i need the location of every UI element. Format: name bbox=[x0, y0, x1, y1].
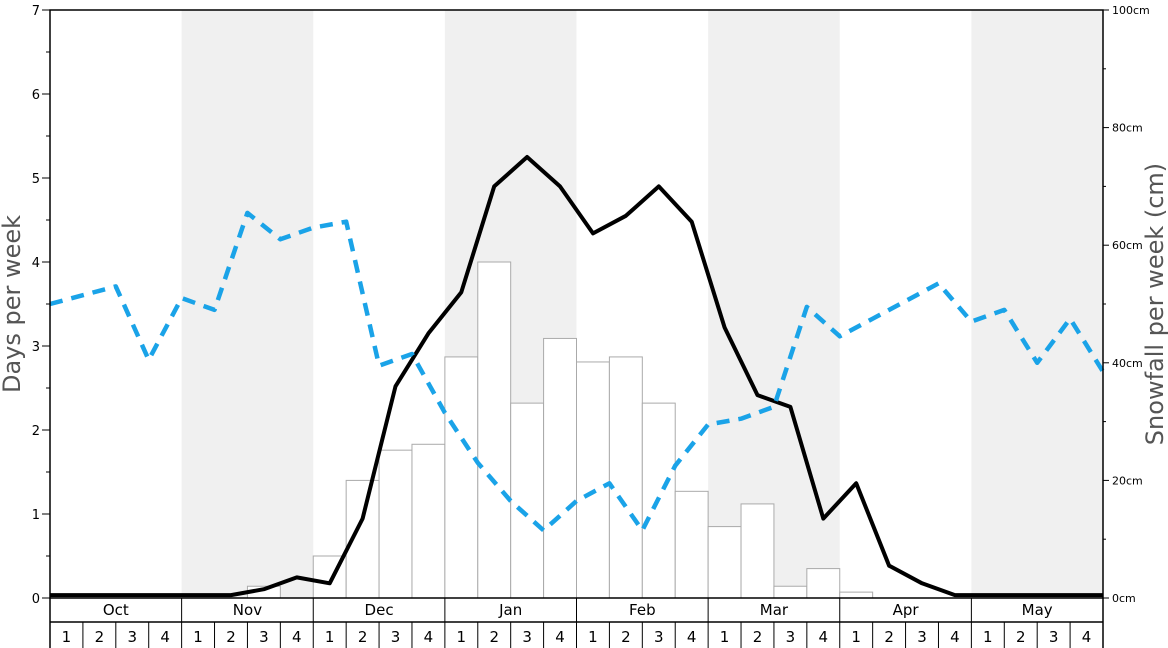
snowfall-bar bbox=[839, 591, 874, 599]
week-label: 3 bbox=[786, 628, 796, 646]
y-axis-label: Days per week bbox=[0, 215, 26, 393]
left-tick-label: 2 bbox=[32, 424, 40, 439]
left-tick-label: 7 bbox=[32, 4, 40, 19]
week-label: 2 bbox=[884, 628, 894, 646]
solid-line-series bbox=[50, 155, 1103, 598]
week-label: 3 bbox=[391, 628, 401, 646]
week-label: 2 bbox=[753, 628, 763, 646]
right-tick-label: 100cm bbox=[1112, 4, 1150, 17]
month-label: Mar bbox=[760, 601, 789, 619]
week-label: 3 bbox=[259, 628, 269, 646]
week-label: 1 bbox=[851, 628, 861, 646]
left-axis: 0 1 2 3 4 5 6 7 bbox=[32, 4, 50, 607]
month-label: Oct bbox=[103, 601, 129, 619]
week-label: 3 bbox=[127, 628, 137, 646]
snowfall-bar bbox=[806, 568, 841, 599]
month-shade-nov bbox=[181, 10, 314, 598]
week-label: 1 bbox=[720, 628, 730, 646]
week-label: 2 bbox=[489, 628, 499, 646]
snowfall-bar bbox=[444, 356, 479, 599]
snowfall-bar bbox=[773, 585, 808, 599]
y2-axis-label: Snowfall per week (cm) bbox=[1141, 163, 1168, 445]
month-label: Jan bbox=[498, 601, 522, 619]
snowfall-bar bbox=[411, 443, 446, 599]
snowfall-bars bbox=[246, 261, 874, 599]
right-axis: 0cm 20cm 40cm 60cm 80cm 100cm bbox=[1103, 4, 1150, 605]
dashed-line-series bbox=[49, 210, 1105, 533]
week-label: 3 bbox=[1049, 628, 1059, 646]
right-tick-label: 20cm bbox=[1112, 474, 1143, 487]
snowfall-bar bbox=[576, 361, 610, 599]
week-label: 1 bbox=[325, 628, 335, 646]
week-label: 1 bbox=[457, 628, 467, 646]
week-label: 3 bbox=[917, 628, 927, 646]
right-tick-label: 80cm bbox=[1112, 122, 1143, 135]
week-label: 2 bbox=[1016, 628, 1026, 646]
snowfall-bar bbox=[740, 503, 775, 599]
week-label: 4 bbox=[160, 628, 170, 646]
week-label: 4 bbox=[1082, 628, 1092, 646]
left-tick-label: 0 bbox=[32, 592, 40, 607]
week-label: 4 bbox=[819, 628, 829, 646]
right-tick-label: 40cm bbox=[1112, 357, 1143, 370]
snowfall-bar bbox=[543, 337, 577, 599]
week-label: 3 bbox=[522, 628, 532, 646]
snowfall-bar bbox=[674, 490, 709, 599]
left-tick-label: 4 bbox=[32, 256, 40, 271]
chart-lines bbox=[49, 155, 1105, 598]
snowfall-bar bbox=[477, 261, 512, 599]
week-label: 1 bbox=[983, 628, 993, 646]
right-tick-label: 60cm bbox=[1112, 239, 1143, 252]
month-label: Feb bbox=[629, 601, 656, 619]
week-label: 3 bbox=[654, 628, 664, 646]
week-label: 2 bbox=[358, 628, 368, 646]
week-label: 2 bbox=[621, 628, 631, 646]
month-shade-may bbox=[971, 10, 1103, 598]
week-label: 4 bbox=[555, 628, 565, 646]
month-label: Apr bbox=[893, 601, 920, 619]
month-label: May bbox=[1022, 601, 1053, 619]
snowfall-bar bbox=[510, 402, 545, 599]
x-axis-table: Oct 1 2 3 4 Nov 1 2 3 4 Dec 1 2 3 4 Jan 1 2 3 4 Feb 1 2 3 4 Mar 1 2… bbox=[49, 598, 1104, 648]
week-label: 1 bbox=[62, 628, 72, 646]
month-label: Nov bbox=[233, 601, 262, 619]
week-label: 4 bbox=[424, 628, 434, 646]
month-label: Dec bbox=[365, 601, 394, 619]
snowfall-bar bbox=[608, 356, 643, 599]
left-tick-label: 5 bbox=[32, 172, 40, 187]
snowfall-bar bbox=[378, 449, 413, 599]
week-label: 1 bbox=[588, 628, 598, 646]
week-label: 2 bbox=[226, 628, 236, 646]
week-label: 2 bbox=[95, 628, 105, 646]
week-label: 4 bbox=[292, 628, 302, 646]
left-tick-label: 3 bbox=[32, 340, 40, 355]
week-label: 4 bbox=[950, 628, 960, 646]
week-label: 4 bbox=[687, 628, 697, 646]
left-tick-label: 6 bbox=[32, 88, 40, 103]
snowfall-bar bbox=[707, 526, 742, 599]
left-tick-label: 1 bbox=[32, 508, 40, 523]
week-label: 1 bbox=[193, 628, 203, 646]
right-tick-label: 0cm bbox=[1112, 592, 1136, 605]
